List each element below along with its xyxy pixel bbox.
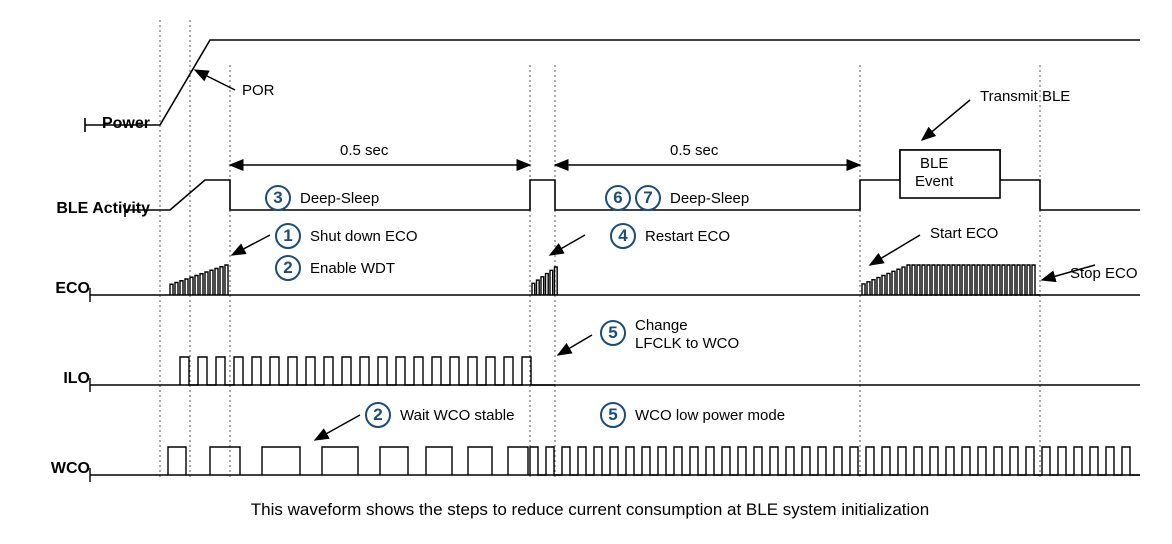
- label-ble: BLE Activity: [56, 200, 150, 218]
- num-7: 7: [635, 185, 661, 211]
- num-5: 5: [600, 320, 626, 346]
- label-ble-event: BLE Event: [915, 155, 953, 191]
- label-start-eco: Start ECO: [930, 225, 998, 242]
- label-enable-wdt: Enable WDT: [310, 260, 395, 277]
- num-5b: 5: [600, 402, 626, 428]
- num-1: 1: [275, 223, 301, 249]
- label-restart-eco: Restart ECO: [645, 228, 730, 245]
- label-05a: 0.5 sec: [340, 142, 388, 159]
- label-eco: ECO: [55, 280, 90, 298]
- label-shut-eco: Shut down ECO: [310, 228, 418, 245]
- label-wco-lp: WCO low power mode: [635, 407, 785, 424]
- label-power: Power: [102, 115, 150, 133]
- num-6: 6: [605, 185, 631, 211]
- label-ds2: Deep-Sleep: [670, 190, 749, 207]
- num-2b: 2: [365, 402, 391, 428]
- num-4: 4: [610, 223, 636, 249]
- timing-diagram: Power BLE Activity ECO ILO WCO POR 0.5 s…: [10, 10, 1162, 534]
- label-por: POR: [242, 82, 275, 99]
- label-stop-eco: Stop ECO: [1070, 265, 1138, 282]
- label-05b: 0.5 sec: [670, 142, 718, 159]
- label-wco: WCO: [51, 460, 90, 478]
- label-transmit: Transmit BLE: [980, 88, 1070, 105]
- num-2: 2: [275, 255, 301, 281]
- label-ds1: Deep-Sleep: [300, 190, 379, 207]
- caption: This waveform shows the steps to reduce …: [150, 500, 1030, 520]
- label-change-lfclk: Change LFCLK to WCO: [635, 317, 739, 353]
- label-ilo: ILO: [63, 370, 90, 388]
- label-wait-wco: Wait WCO stable: [400, 407, 514, 424]
- num-3: 3: [265, 185, 291, 211]
